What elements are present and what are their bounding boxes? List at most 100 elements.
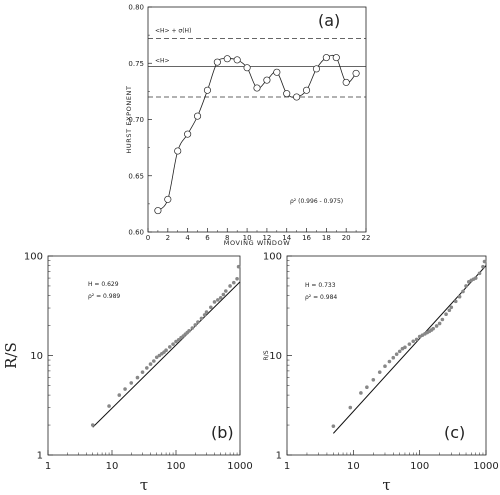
- panel-c-ticks: 1 10 100 1000 1 10 100: [263, 252, 499, 473]
- data-point: [184, 130, 192, 138]
- x-tick-label: 16: [302, 234, 311, 242]
- panel-b-ticks: 1 10 100 1000 1 10 100: [24, 252, 253, 473]
- x-tick-label: 100: [410, 461, 429, 472]
- panel-b: 1 10 100 1000 1 10 100 (b) τ R/S H = 0.629 ρ² …: [2, 252, 253, 495]
- data-point: [193, 323, 198, 327]
- panel-a-ticks: 0 2 4 6 8 10 12 14 16 18 20 22 0.60 0.65 0.70 0.75 0.80: [128, 4, 370, 243]
- data-point: [397, 349, 402, 354]
- y-tick-label: 0.70: [128, 116, 144, 124]
- data-point: [359, 391, 363, 395]
- data-point: [417, 334, 422, 339]
- y-tick-label: 100: [24, 252, 43, 263]
- data-point: [473, 276, 478, 280]
- data-point: [461, 289, 465, 294]
- x-tick-label: 10: [243, 234, 252, 242]
- data-point: [403, 345, 407, 350]
- data-point: [209, 305, 213, 310]
- data-point: [148, 362, 153, 366]
- data-point: [273, 68, 281, 76]
- panel-a-ylabel: HURST EXPONENT: [125, 85, 133, 153]
- data-point: [204, 310, 209, 314]
- data-point: [233, 56, 241, 64]
- data-point: [253, 84, 261, 92]
- data-point: [213, 58, 221, 66]
- y-tick-label: 0.60: [128, 229, 144, 237]
- data-point: [216, 298, 220, 302]
- fit-line: [332, 265, 487, 434]
- y-tick-label: 10: [269, 351, 282, 362]
- x-tick-label: 2: [166, 234, 170, 242]
- data-point: [464, 284, 468, 288]
- data-point: [231, 280, 236, 285]
- data-point: [477, 271, 482, 276]
- data-point: [196, 320, 200, 324]
- data-point: [154, 207, 162, 215]
- data-point: [293, 93, 301, 101]
- data-point: [371, 377, 376, 382]
- panel-c-series: [331, 259, 487, 434]
- panel-a-mean-label: <H>: [155, 58, 170, 65]
- data-point: [447, 308, 452, 313]
- data-point: [414, 337, 419, 342]
- panel-a-xlabel: MOVING WINDOW: [224, 239, 291, 247]
- panel-c-label: (c): [444, 423, 465, 442]
- data-point: [482, 259, 487, 264]
- y-tick-label: 1: [276, 451, 282, 462]
- y-tick-label: 10: [30, 351, 43, 362]
- data-point: [387, 359, 392, 364]
- x-tick-label: 1000: [227, 461, 252, 472]
- data-point: [212, 300, 217, 304]
- data-point: [221, 292, 226, 297]
- data-point: [283, 90, 291, 98]
- x-tick-label: 0: [146, 234, 150, 242]
- data-point: [322, 54, 330, 62]
- panel-c-h-annotation: H = 0.733: [305, 282, 336, 289]
- data-point: [348, 405, 353, 410]
- panel-b-h-annotation: H = 0.629: [88, 281, 119, 288]
- data-point: [377, 370, 382, 374]
- data-point: [440, 317, 445, 322]
- panel-b-label: (b): [211, 423, 234, 442]
- data-point: [154, 355, 159, 360]
- data-point: [164, 348, 168, 353]
- panel-c-rho-annotation: ρ² = 0.984: [305, 294, 337, 301]
- y-tick-label: 0.65: [128, 172, 144, 180]
- panel-a-reference-lines: [148, 38, 366, 98]
- data-point: [481, 264, 485, 269]
- data-point: [152, 359, 156, 363]
- data-point: [218, 296, 223, 300]
- data-point: [202, 313, 207, 317]
- data-point: [243, 64, 251, 72]
- data-point: [331, 424, 336, 428]
- panel-b-rho-annotation: ρ² = 0.989: [88, 293, 120, 300]
- x-tick-label: 1: [284, 461, 290, 472]
- data-point: [107, 404, 111, 408]
- data-point: [171, 342, 175, 346]
- x-tick-label: 22: [362, 234, 371, 242]
- x-tick-label: 8: [225, 234, 229, 242]
- data-point: [123, 387, 127, 391]
- panel-c: 1 10 100 1000 1 10 100 (c) τ R/S H = 0.733 ρ² …: [263, 252, 499, 495]
- panel-b-xlabel: τ: [140, 476, 148, 494]
- data-point: [117, 393, 122, 397]
- data-point: [342, 78, 350, 86]
- data-point: [302, 86, 311, 94]
- panel-a-sigma-label: <H> + σ(H): [155, 28, 191, 35]
- data-point: [453, 299, 458, 304]
- y-tick-label: 0.80: [128, 4, 144, 12]
- data-point: [167, 345, 172, 349]
- data-point: [190, 326, 195, 330]
- panel-c-ylabel: R/S: [263, 350, 270, 360]
- y-tick-label: 0.75: [128, 60, 144, 68]
- data-point: [236, 264, 241, 269]
- data-point: [411, 339, 416, 344]
- fit-line: [92, 281, 241, 428]
- data-point: [228, 284, 232, 288]
- data-point: [365, 385, 369, 390]
- data-point: [90, 423, 95, 427]
- data-point: [174, 147, 182, 155]
- x-tick-label: 100: [166, 461, 185, 472]
- y-tick-label: 100: [263, 252, 282, 263]
- x-tick-label: 1: [45, 461, 51, 472]
- data-point: [332, 54, 340, 62]
